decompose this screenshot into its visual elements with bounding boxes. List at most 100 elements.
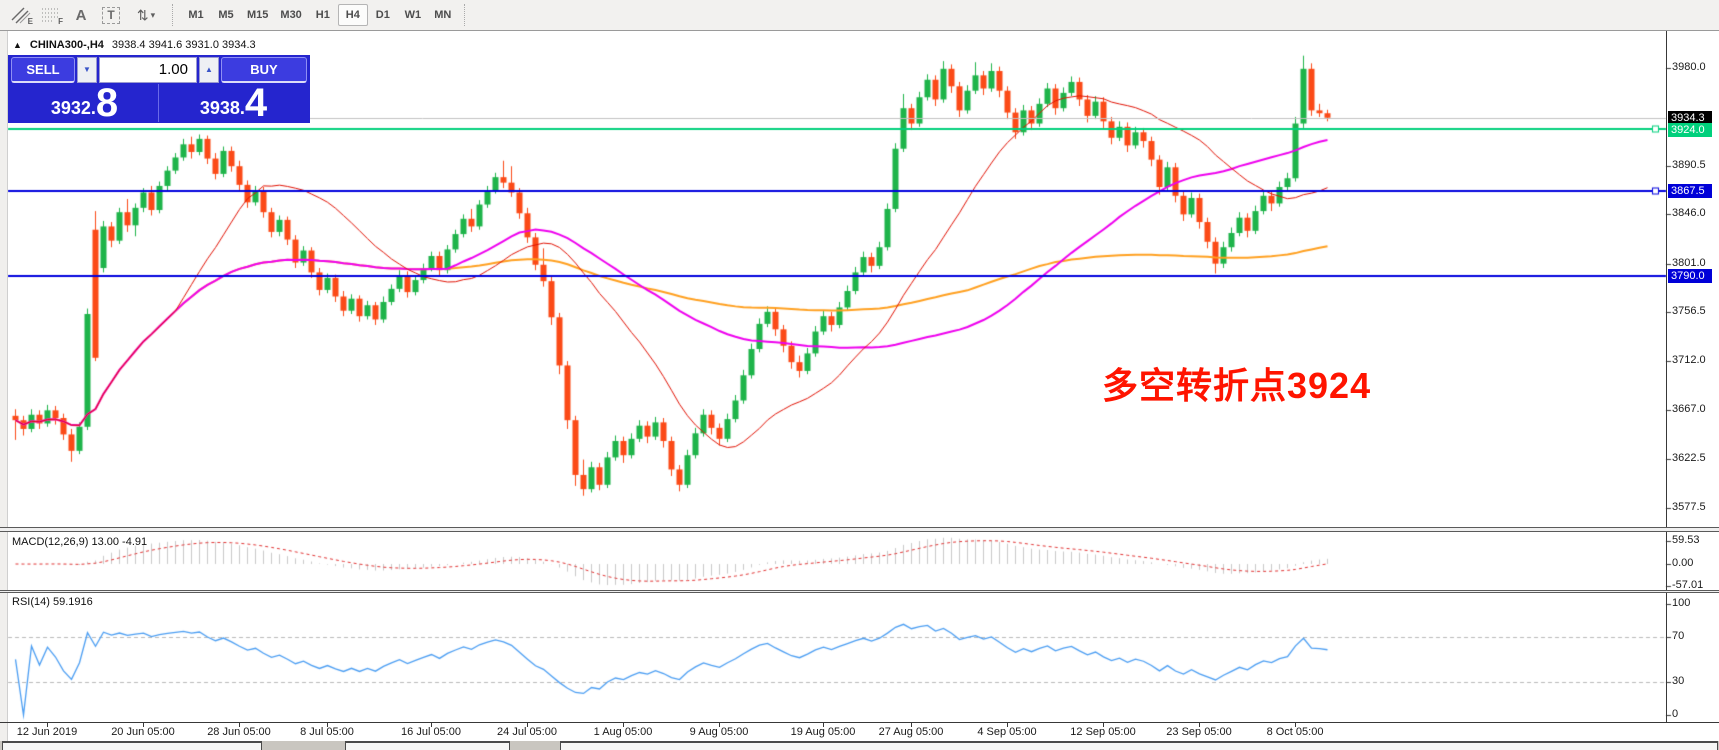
time-tick-mark: [527, 723, 528, 727]
volume-input[interactable]: 1.00: [99, 57, 197, 83]
text-label-icon[interactable]: T: [96, 3, 126, 27]
volume-decrease-button[interactable]: ▼: [77, 57, 97, 83]
toolbar: E F A T ⇅ ▾ M1 M5 M15 M30 H1 H4 D1 W1: [0, 0, 1719, 31]
toolbar-separator: [463, 4, 465, 26]
timeframe-button-h1[interactable]: H1: [315, 9, 330, 21]
rsi-indicator-label: RSI(14) 59.1916: [12, 596, 93, 608]
macd-indicator-label: MACD(12,26,9) 13.00 -4.91: [12, 536, 148, 548]
time-tick-label: 1 Aug 05:00: [593, 726, 653, 738]
symbol-timeframe-label: CHINA300-,H4: [29, 39, 104, 51]
time-tick-mark: [911, 723, 912, 727]
buy-price-display[interactable]: 3938 . 4: [160, 81, 307, 125]
time-axis-border: [0, 722, 1719, 723]
time-tick-mark: [623, 723, 624, 727]
rsi-tick-label: 30: [1672, 674, 1685, 687]
time-tick-label: 4 Sep 05:00: [977, 726, 1037, 738]
time-tick-mark: [719, 723, 720, 727]
buy-price-base: 3938: [199, 98, 240, 118]
time-tick-label: 12 Jun 2019: [16, 726, 78, 738]
time-tick-label: 16 Jul 05:00: [401, 726, 461, 738]
fibonacci-glyph: [42, 8, 60, 22]
time-tick-label: 12 Sep 05:00: [1070, 726, 1136, 738]
timeframe-button-d1[interactable]: D1: [375, 9, 390, 21]
time-tick-mark: [1103, 723, 1104, 727]
chart-header: ▲ CHINA300-,H4 3938.4 3941.6 3931.0 3934…: [13, 39, 256, 51]
text-glyph: A: [75, 6, 87, 24]
equidistant-channel-glyph: [11, 7, 31, 24]
macd-tick-label: -57.01: [1672, 579, 1704, 591]
panel-separator[interactable]: [0, 527, 1719, 532]
timeframe-button-h4[interactable]: H4: [337, 4, 368, 26]
price-badge-hline-green: 3924.0: [1668, 122, 1712, 137]
macd-tick-label: 59.53: [1672, 534, 1700, 547]
sell-price-display[interactable]: 3932 . 8: [11, 81, 158, 125]
price-badge-hline-blue: 3790.0: [1668, 269, 1712, 284]
macd-tick-label: 0.00: [1672, 557, 1694, 569]
timeframe-button-m15[interactable]: M15: [247, 9, 269, 21]
buy-price-big-digit: 4: [244, 81, 268, 125]
sell-price-point: .: [90, 98, 96, 118]
timeframe-button-w1[interactable]: W1: [404, 9, 422, 21]
timeframe-button-m30[interactable]: M30: [280, 9, 302, 21]
sell-price-big-digit: 8: [95, 81, 119, 125]
equidistant-channel-icon[interactable]: E: [6, 3, 36, 27]
time-tick-label: 23 Sep 05:00: [1166, 726, 1232, 738]
price-tick-label: 3890.5: [1672, 158, 1706, 171]
tool-badge: E: [27, 17, 33, 26]
timeframe-button-mn[interactable]: MN: [434, 9, 452, 21]
collapse-arrow-icon[interactable]: ▲: [13, 40, 22, 50]
one-click-trading-panel: SELL ▼ 1.00 ▲ BUY 3932 . 8 3938 . 4: [8, 55, 310, 123]
price-tick-label: 3980.0: [1672, 60, 1706, 73]
time-tick-mark: [823, 723, 824, 727]
time-tick-label: 8 Jul 05:00: [300, 726, 354, 738]
text-icon[interactable]: A: [66, 3, 96, 27]
chevron-down-icon: ▾: [150, 9, 156, 20]
time-tick-mark: [1295, 723, 1296, 727]
price-tick-label: 3846.0: [1672, 207, 1706, 220]
time-tick-mark: [239, 723, 240, 727]
buy-button[interactable]: BUY: [221, 57, 307, 83]
buy-price-point: .: [239, 98, 245, 118]
background-windows-strip: [0, 741, 1719, 750]
chart-window-left-frame: [0, 31, 8, 741]
time-tick-label: 20 Jun 05:00: [111, 726, 175, 738]
sell-price-base: 3932: [50, 98, 91, 118]
background-window-edge: [2, 741, 262, 750]
trade-panel-divider: [158, 84, 160, 122]
time-tick-mark: [1199, 723, 1200, 727]
time-tick-mark: [47, 723, 48, 727]
time-tick-mark: [431, 723, 432, 727]
time-tick-label: 27 Aug 05:00: [878, 726, 944, 738]
price-axis-border: [1666, 31, 1667, 722]
price-tick-label: 3577.5: [1672, 501, 1706, 514]
fibonacci-icon[interactable]: F: [36, 3, 66, 27]
text-label-glyph: T: [102, 6, 120, 24]
ohlc-readout: 3938.4 3941.6 3931.0 3934.3: [111, 39, 256, 51]
toolbar-separator: [172, 4, 173, 26]
chart-text-annotation[interactable]: 多空转折点3924: [1102, 365, 1372, 406]
time-tick-label: 9 Aug 05:00: [689, 726, 749, 738]
background-window-edge: [560, 741, 1718, 750]
panel-separator[interactable]: [0, 590, 1719, 593]
price-tick-label: 3667.0: [1672, 403, 1706, 416]
price-tick-label: 3756.5: [1672, 305, 1706, 318]
time-tick-label: 19 Aug 05:00: [790, 726, 856, 738]
arrows-icon[interactable]: ⇅ ▾: [126, 3, 166, 27]
time-tick-mark: [327, 723, 328, 727]
rsi-tick-label: 70: [1672, 630, 1685, 643]
price-badge-hline-blue: 3867.5: [1668, 184, 1712, 199]
price-badge-last-price: 3934.3: [1668, 111, 1712, 126]
time-tick-mark: [1007, 723, 1008, 727]
volume-increase-button[interactable]: ▲: [199, 57, 219, 83]
sell-button[interactable]: SELL: [11, 57, 75, 83]
time-tick-label: 28 Jun 05:00: [207, 726, 271, 738]
tool-badge: F: [58, 17, 63, 26]
background-window-edge: [345, 741, 510, 750]
timeframe-button-m5[interactable]: M5: [218, 9, 234, 21]
timeframe-button-m1[interactable]: M1: [188, 9, 204, 21]
price-tick-label: 3622.5: [1672, 452, 1706, 465]
arrows-glyph: ⇅: [136, 6, 149, 23]
price-tick-label: 3801.0: [1672, 256, 1706, 269]
